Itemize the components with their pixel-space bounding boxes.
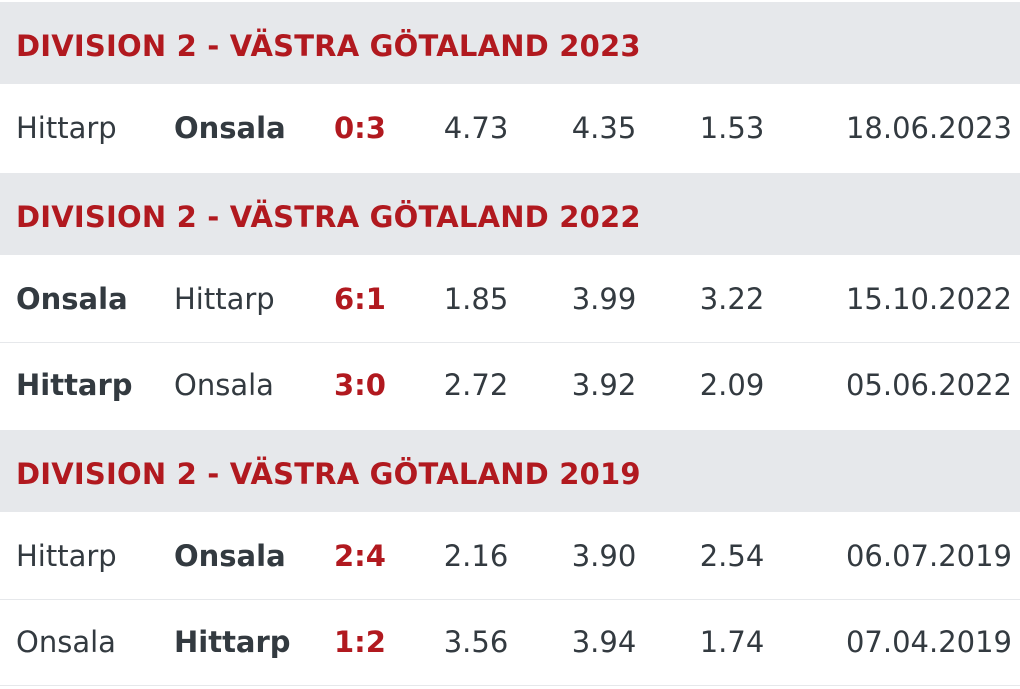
draw-odds[interactable]: 3.99	[536, 257, 672, 342]
home-win-odds[interactable]: 2.72	[408, 343, 544, 428]
away-win-odds[interactable]: 1.74	[664, 600, 800, 685]
draw-odds[interactable]: 3.94	[536, 600, 672, 685]
league-header[interactable]: DIVISION 2 - VÄSTRA GÖTALAND 2022	[0, 171, 1020, 255]
away-team: Onsala	[174, 368, 274, 402]
odds-value: 3.99	[571, 282, 637, 316]
odds-value: 2.16	[443, 539, 509, 573]
match-score: 2:4	[334, 539, 386, 573]
match-date: 18.06.2023	[845, 111, 1012, 145]
match-date: 06.07.2019	[845, 539, 1012, 573]
match-row[interactable]: Onsala Hittarp 1:2 3.56 3.94 1.74 07.04.…	[0, 600, 1020, 686]
odds-value: 4.73	[443, 111, 509, 145]
home-team: Onsala	[16, 625, 116, 659]
match-row[interactable]: Hittarp Onsala 2:4 2.16 3.90 2.54 06.07.…	[0, 514, 1020, 600]
odds-value: 3.22	[699, 282, 765, 316]
league-title: DIVISION 2 - VÄSTRA GÖTALAND 2019	[16, 457, 641, 491]
league-header[interactable]: DIVISION 2 - VÄSTRA GÖTALAND 2023	[0, 0, 1020, 84]
odds-value: 3.90	[571, 539, 637, 573]
away-team: Onsala	[174, 539, 286, 573]
match-row[interactable]: Hittarp Onsala 0:3 4.73 4.35 1.53 18.06.…	[0, 86, 1020, 172]
away-team: Hittarp	[174, 282, 275, 316]
match-row[interactable]: Hittarp Onsala 3:0 2.72 3.92 2.09 05.06.…	[0, 343, 1020, 429]
away-team: Hittarp	[174, 625, 291, 659]
away-win-odds[interactable]: 2.09	[664, 343, 800, 428]
away-win-odds[interactable]: 3.22	[664, 257, 800, 342]
match-row[interactable]: Onsala Hittarp 6:1 1.85 3.99 3.22 15.10.…	[0, 257, 1020, 343]
home-team: Onsala	[16, 282, 128, 316]
match-score: 0:3	[334, 111, 386, 145]
match-score: 1:2	[334, 625, 386, 659]
home-team: Hittarp	[16, 111, 117, 145]
odds-value: 2.72	[443, 368, 509, 402]
league-title: DIVISION 2 - VÄSTRA GÖTALAND 2023	[16, 29, 641, 63]
match-score: 3:0	[334, 368, 386, 402]
odds-value: 2.54	[699, 539, 765, 573]
home-win-odds[interactable]: 1.85	[408, 257, 544, 342]
odds-value: 3.56	[443, 625, 509, 659]
odds-value: 1.85	[443, 282, 509, 316]
away-team: Onsala	[174, 111, 286, 145]
draw-odds[interactable]: 4.35	[536, 86, 672, 171]
draw-odds[interactable]: 3.92	[536, 343, 672, 428]
odds-value: 2.09	[699, 368, 765, 402]
draw-odds[interactable]: 3.90	[536, 514, 672, 599]
home-team: Hittarp	[16, 539, 117, 573]
league-title: DIVISION 2 - VÄSTRA GÖTALAND 2022	[16, 200, 641, 234]
home-team: Hittarp	[16, 368, 133, 402]
odds-value: 1.53	[699, 111, 765, 145]
home-win-odds[interactable]: 4.73	[408, 86, 544, 171]
match-date: 07.04.2019	[845, 625, 1012, 659]
odds-value: 1.74	[699, 625, 765, 659]
odds-value: 3.94	[571, 625, 637, 659]
away-win-odds[interactable]: 2.54	[664, 514, 800, 599]
odds-value: 4.35	[571, 111, 637, 145]
match-score: 6:1	[334, 282, 386, 316]
home-win-odds[interactable]: 3.56	[408, 600, 544, 685]
home-win-odds[interactable]: 2.16	[408, 514, 544, 599]
league-header[interactable]: DIVISION 2 - VÄSTRA GÖTALAND 2019	[0, 428, 1020, 512]
match-date: 15.10.2022	[845, 282, 1012, 316]
odds-value: 3.92	[571, 368, 637, 402]
match-date: 05.06.2022	[845, 368, 1012, 402]
away-win-odds[interactable]: 1.53	[664, 86, 800, 171]
